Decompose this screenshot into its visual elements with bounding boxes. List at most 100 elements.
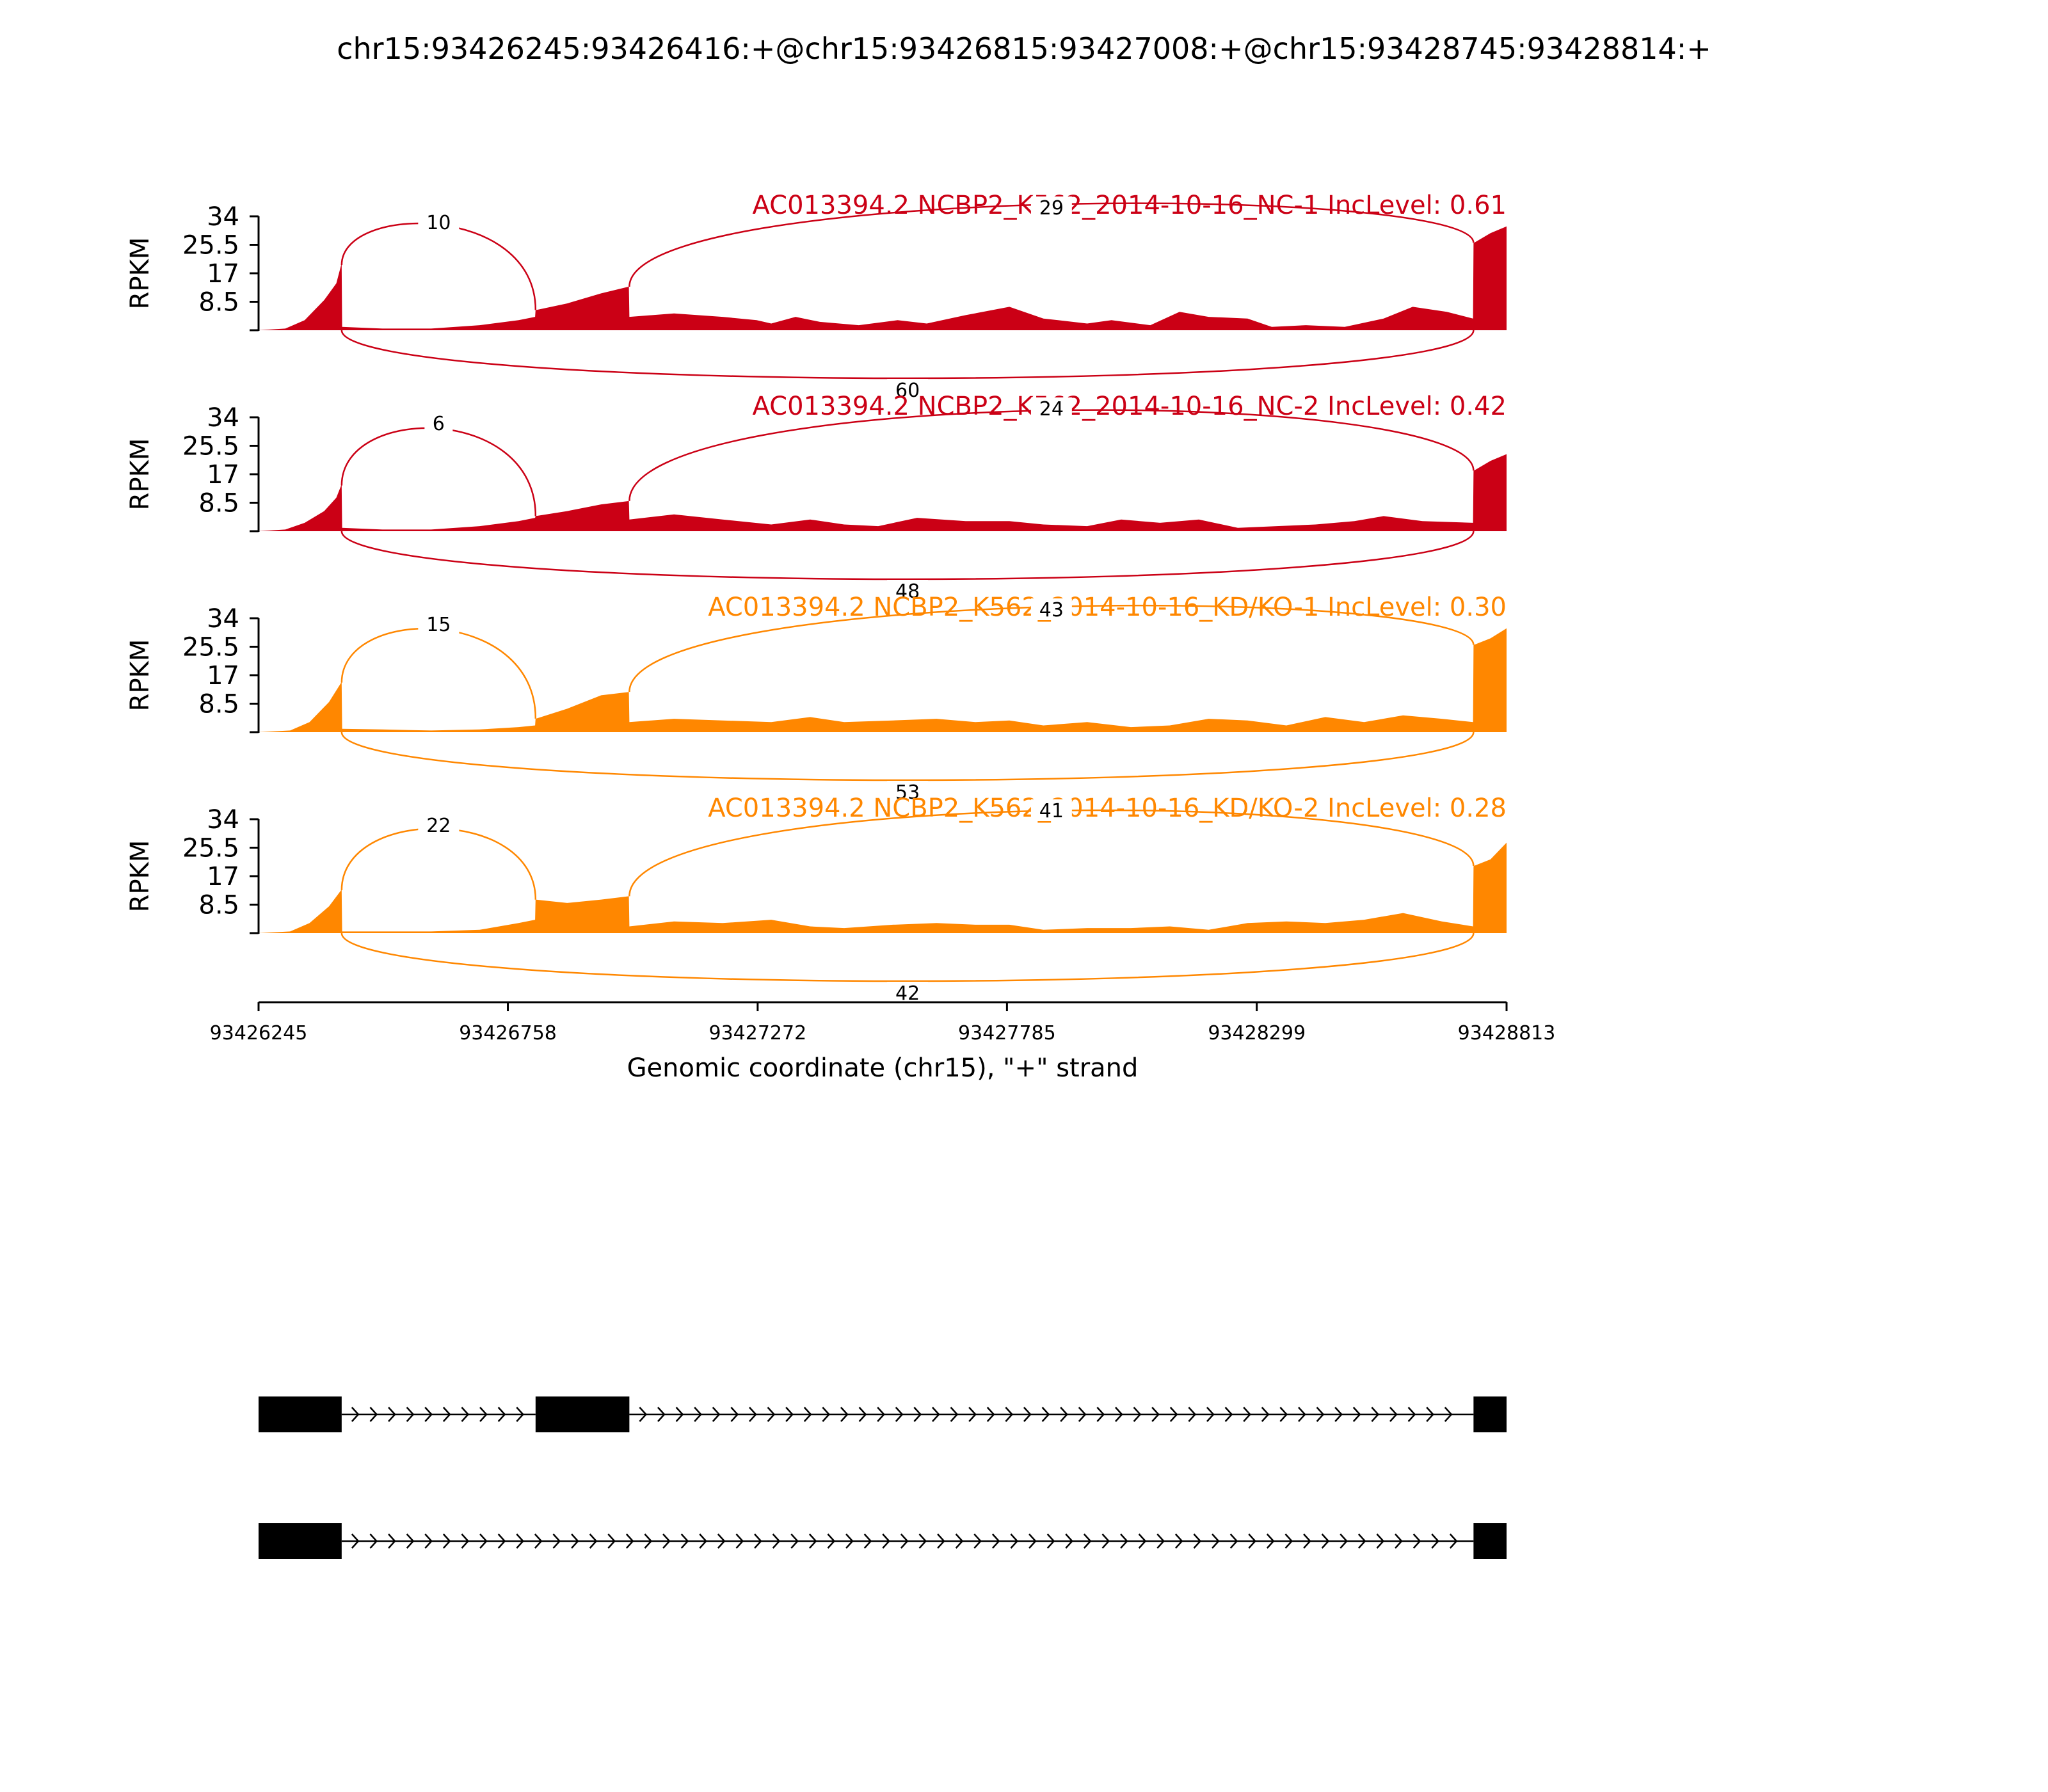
strand-arrow bbox=[754, 1533, 762, 1549]
sample-title: AC013394.2 NCBP2_K562_2014-10-16_KD/KO-1… bbox=[708, 593, 1507, 622]
coverage-area bbox=[259, 842, 1507, 933]
y-tick-label: 34 bbox=[207, 604, 239, 634]
strand-arrow bbox=[625, 1533, 634, 1549]
strand-arrow bbox=[1174, 1533, 1183, 1549]
strand-arrow bbox=[516, 1533, 524, 1549]
strand-arrow bbox=[1005, 1407, 1014, 1422]
y-axis-label: RPKM bbox=[125, 237, 155, 310]
junction-arc-exon1-exon3 bbox=[340, 330, 1475, 380]
strand-arrow bbox=[1266, 1533, 1275, 1549]
strand-arrow bbox=[932, 1407, 940, 1422]
x-axis-label: Genomic coordinate (chr15), "+" strand bbox=[627, 1053, 1139, 1083]
junction-count-label: 15 bbox=[426, 614, 451, 636]
x-tick-label: 93427272 bbox=[708, 1022, 806, 1044]
y-tick-label: 17 bbox=[207, 259, 239, 289]
y-tick-label: 8.5 bbox=[198, 690, 239, 719]
strand-arrow bbox=[534, 1533, 543, 1549]
strand-arrow bbox=[644, 1533, 653, 1549]
junction-arc-exon1-exon3 bbox=[340, 732, 1475, 781]
strand-arrow bbox=[827, 1533, 836, 1549]
strand-arrow bbox=[973, 1533, 982, 1549]
strand-arrow bbox=[968, 1407, 977, 1422]
strand-arrow bbox=[388, 1407, 396, 1422]
strand-arrow bbox=[858, 1407, 867, 1422]
coverage-panels: 8.5 17 25.5 34 RPKM AC013394.2 NCBP2_K562_201… bbox=[125, 191, 1507, 1005]
strand-arrow bbox=[790, 1533, 799, 1549]
sample-title: AC013394.2 NCBP2_K562_2014-10-16_KD/KO-2… bbox=[708, 794, 1507, 823]
junction-count-label: 53 bbox=[895, 781, 920, 804]
strand-arrow bbox=[351, 1407, 360, 1422]
strand-arrow bbox=[571, 1533, 579, 1549]
strand-arrow bbox=[406, 1533, 415, 1549]
junction-count-label: 42 bbox=[895, 982, 920, 1005]
junction-arc-exon1-exon2 bbox=[340, 628, 537, 719]
strand-arrow bbox=[1444, 1407, 1453, 1422]
strand-arrow bbox=[1120, 1533, 1128, 1549]
strand-arrow bbox=[1395, 1533, 1403, 1549]
strand-arrow bbox=[877, 1407, 885, 1422]
isoform-track bbox=[259, 1396, 1507, 1432]
strand-arrow bbox=[803, 1407, 812, 1422]
junction-arc-exon1-exon3 bbox=[340, 531, 1475, 580]
strand-arrow bbox=[1151, 1407, 1160, 1422]
strand-arrow bbox=[1407, 1407, 1416, 1422]
junction-label-bg bbox=[1030, 598, 1072, 620]
strand-arrow bbox=[730, 1407, 739, 1422]
junction-arc-exon2-exon3 bbox=[628, 809, 1475, 897]
strand-arrow bbox=[699, 1533, 707, 1549]
y-tick-label: 25.5 bbox=[182, 432, 239, 461]
strand-arrow bbox=[1083, 1533, 1092, 1549]
strand-arrow bbox=[1212, 1533, 1220, 1549]
strand-arrow bbox=[840, 1407, 849, 1422]
strand-arrow bbox=[1028, 1533, 1037, 1549]
junction-label-bg bbox=[887, 982, 929, 1004]
strand-arrow bbox=[845, 1533, 854, 1549]
exon-block bbox=[259, 1396, 342, 1432]
y-axis-label: RPKM bbox=[125, 438, 155, 511]
junction-arc-exon2-exon3 bbox=[628, 409, 1475, 501]
strand-arrow bbox=[694, 1407, 702, 1422]
strand-arrow bbox=[955, 1533, 964, 1549]
coverage-area bbox=[259, 226, 1507, 330]
strand-arrow bbox=[717, 1533, 726, 1549]
junction-count-label: 24 bbox=[1039, 398, 1064, 420]
strand-arrow bbox=[424, 1533, 433, 1549]
strand-arrow bbox=[1357, 1533, 1366, 1549]
strand-arrow bbox=[1206, 1407, 1215, 1422]
strand-arrow bbox=[1243, 1407, 1251, 1422]
y-axis-label: RPKM bbox=[125, 639, 155, 712]
strand-arrow bbox=[1078, 1407, 1087, 1422]
strand-arrow bbox=[1371, 1407, 1380, 1422]
strand-arrow bbox=[406, 1407, 415, 1422]
strand-arrow bbox=[1340, 1533, 1348, 1549]
junction-label-bg bbox=[418, 211, 460, 233]
strand-arrow bbox=[1041, 1407, 1050, 1422]
strand-arrow bbox=[680, 1533, 689, 1549]
strand-arrow bbox=[1133, 1407, 1142, 1422]
exon-block bbox=[259, 1523, 342, 1559]
strand-arrow bbox=[1193, 1533, 1202, 1549]
x-tick-label: 93428299 bbox=[1208, 1022, 1306, 1044]
strand-arrow bbox=[1060, 1407, 1068, 1422]
junction-count-label: 10 bbox=[426, 212, 451, 234]
strand-arrow bbox=[937, 1533, 945, 1549]
isoform-tracks bbox=[259, 1396, 1507, 1559]
strand-arrow bbox=[552, 1533, 561, 1549]
strand-arrow bbox=[1096, 1407, 1105, 1422]
strand-arrow bbox=[369, 1407, 378, 1422]
strand-arrow bbox=[461, 1533, 470, 1549]
x-tick-label: 93426758 bbox=[459, 1022, 557, 1044]
strand-arrow bbox=[1023, 1407, 1032, 1422]
strand-arrow bbox=[1376, 1533, 1385, 1549]
junction-arc-exon1-exon2 bbox=[340, 828, 537, 900]
strand-arrow bbox=[1316, 1407, 1325, 1422]
exon-block bbox=[1473, 1396, 1507, 1432]
junction-label-bg bbox=[1030, 397, 1072, 419]
strand-arrow bbox=[986, 1407, 995, 1422]
strand-arrow bbox=[767, 1407, 776, 1422]
y-axis-label: RPKM bbox=[125, 840, 155, 913]
strand-arrow bbox=[388, 1533, 396, 1549]
strand-arrow bbox=[1426, 1407, 1434, 1422]
exon-block bbox=[1473, 1523, 1507, 1559]
